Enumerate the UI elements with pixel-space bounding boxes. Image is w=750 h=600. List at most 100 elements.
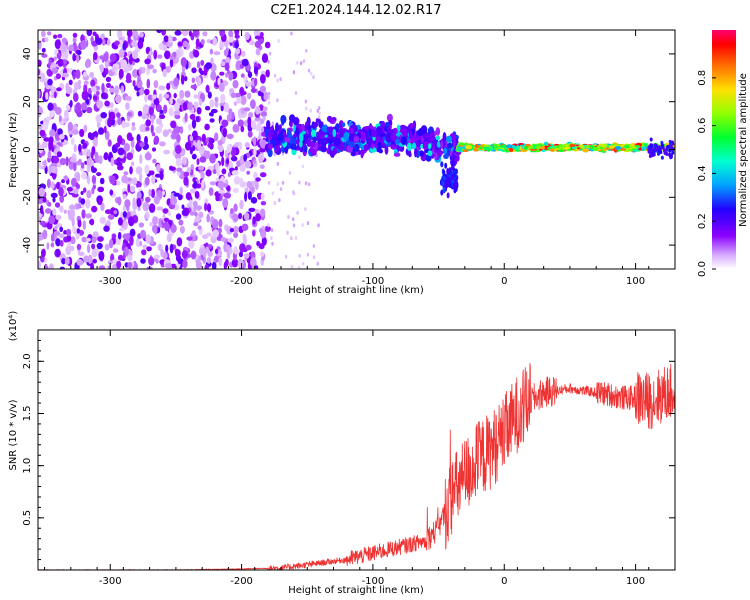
spectrogram-blob bbox=[193, 94, 199, 99]
spectrogram-blob bbox=[45, 85, 52, 90]
spectrogram-blob bbox=[113, 210, 118, 215]
spectrogram-blob bbox=[219, 71, 225, 76]
spectrogram-blob bbox=[150, 124, 154, 134]
spectrogram-blob bbox=[175, 213, 182, 220]
spectrogram-blob bbox=[38, 260, 42, 269]
spectrogram-blob bbox=[76, 228, 81, 234]
spectrogram-blob bbox=[56, 52, 62, 59]
spectrogram-blob bbox=[318, 115, 321, 120]
spectrogram-blob bbox=[64, 256, 70, 266]
spectrogram-blob bbox=[50, 233, 55, 242]
spectrogram-blob bbox=[103, 125, 107, 134]
spectrogram-blob bbox=[114, 85, 119, 95]
spectrogram-blob bbox=[224, 62, 230, 71]
spectrogram-blob bbox=[38, 68, 41, 76]
spectrogram-blob bbox=[257, 193, 262, 200]
spectrogram-blob bbox=[233, 245, 238, 255]
spectrogram-blob bbox=[73, 92, 79, 103]
spectrogram-blob bbox=[231, 155, 238, 162]
spectrogram-blob bbox=[301, 164, 305, 169]
spectrogram-blob bbox=[196, 158, 200, 166]
snr-frame bbox=[37, 329, 676, 571]
spectrogram-blob bbox=[91, 187, 95, 195]
spectrogram-blob bbox=[375, 126, 383, 136]
spectrogram-blob bbox=[370, 129, 377, 138]
spectrogram-blob bbox=[194, 216, 201, 223]
spectrogram-blob bbox=[90, 262, 95, 269]
spectrogram-blob bbox=[117, 217, 123, 226]
colorbar: 0.0 0.2 0.4 0.6 0.8 Normalized spectral ampl… bbox=[697, 30, 749, 277]
spectrogram-blob bbox=[275, 123, 279, 132]
spectrogram-blob bbox=[124, 199, 131, 208]
spectrogram-blob bbox=[128, 216, 135, 227]
spectrogram-blob bbox=[307, 68, 311, 73]
snr-y-label: SNR (10 * v/v) bbox=[8, 399, 19, 470]
spectrogram-blob bbox=[260, 192, 265, 201]
spectrogram-blob bbox=[152, 147, 156, 152]
spectrogram-blob bbox=[244, 160, 252, 169]
spectrogram-blob bbox=[360, 150, 365, 157]
spectrogram-blob bbox=[182, 259, 188, 269]
spectrogram-blob bbox=[176, 171, 181, 177]
spectrogram-blob bbox=[444, 162, 448, 169]
spectrogram-blob bbox=[306, 116, 311, 126]
spectrogram-blob bbox=[76, 203, 81, 209]
spectrogram-blob bbox=[386, 113, 393, 122]
spectrogram-blob bbox=[69, 99, 73, 108]
spectrogram-blob bbox=[99, 177, 105, 185]
spectrogram-blob bbox=[238, 109, 242, 119]
spectrogram-blob bbox=[290, 264, 294, 269]
spectrogram-blob bbox=[136, 191, 142, 200]
spectrogram-blob bbox=[435, 127, 441, 136]
y-tick-label: 0 bbox=[22, 146, 33, 152]
spectrogram-blob bbox=[154, 254, 160, 259]
spectrogram-blob bbox=[454, 185, 458, 192]
spectrogram-blob bbox=[443, 153, 449, 160]
spectrogram-blob bbox=[268, 91, 271, 96]
spectrogram-blob bbox=[68, 44, 75, 52]
spectrogram-blob bbox=[270, 236, 273, 240]
spectrogram-blob bbox=[292, 191, 296, 196]
spectrogram-blob bbox=[274, 140, 281, 146]
spectrogram-blob bbox=[293, 138, 297, 145]
spectrogram-blob bbox=[408, 130, 413, 140]
spectrogram-blob bbox=[153, 135, 160, 145]
spectrogram-blob bbox=[294, 91, 298, 95]
spectrogram-blob bbox=[103, 53, 109, 62]
spectrogram-blob bbox=[131, 40, 138, 48]
spectrogram-blob bbox=[201, 179, 205, 189]
spectrogram-blob bbox=[195, 76, 199, 83]
spectrogram-blob bbox=[52, 155, 60, 164]
spectrogram-blob bbox=[55, 214, 62, 220]
spectrogram-blob bbox=[43, 137, 51, 142]
spectrogram-blob bbox=[56, 87, 62, 92]
spectrogram-blob bbox=[267, 223, 270, 227]
spectrogram-blob bbox=[447, 142, 453, 149]
spectrogram-blob bbox=[279, 187, 283, 191]
spectrogram-blob bbox=[130, 139, 135, 149]
spectrogram-blob bbox=[148, 50, 154, 56]
spectrogram-blob bbox=[158, 42, 165, 51]
spectrogram-blob bbox=[202, 70, 208, 76]
spectrogram-blob bbox=[218, 144, 224, 153]
spectrogram-blob bbox=[313, 255, 316, 260]
spectrogram-blob bbox=[348, 141, 355, 147]
spectrogram-blob bbox=[268, 143, 273, 150]
spectrogram-blob bbox=[224, 192, 232, 199]
spectrogram-blob bbox=[152, 94, 157, 100]
spectrogram-blob bbox=[258, 155, 264, 164]
spectrogram-blob bbox=[204, 264, 209, 269]
spectrogram-blob bbox=[187, 123, 192, 131]
spectrogram-blob bbox=[226, 158, 230, 165]
spectrogram-blob bbox=[191, 230, 196, 237]
spectrogram-blob bbox=[68, 79, 73, 86]
spectrogram-blob bbox=[222, 198, 229, 208]
spectrogram-blob bbox=[287, 129, 291, 137]
spectrogram-blob bbox=[217, 180, 225, 189]
spectrogram-blob bbox=[199, 146, 205, 153]
spectrogram-blob bbox=[245, 244, 252, 251]
spectrogram-blob bbox=[569, 143, 576, 147]
spectrogram-blob bbox=[164, 222, 170, 232]
spectrogram-blob bbox=[38, 187, 45, 197]
spectrogram-blob bbox=[184, 76, 188, 82]
